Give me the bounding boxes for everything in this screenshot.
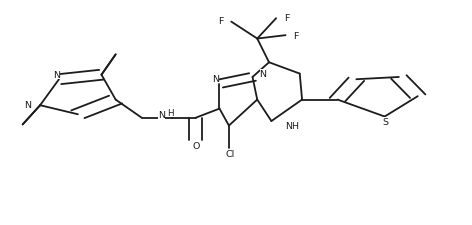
Text: Cl: Cl: [225, 149, 235, 158]
Text: N: N: [260, 70, 267, 79]
Text: F: F: [284, 14, 289, 22]
Text: H: H: [168, 109, 174, 118]
Text: F: F: [219, 17, 224, 26]
Text: NH: NH: [286, 121, 300, 130]
Text: N: N: [212, 75, 219, 84]
Text: O: O: [192, 141, 200, 150]
Text: S: S: [383, 117, 388, 126]
Text: N: N: [53, 70, 60, 79]
Text: N: N: [158, 110, 165, 119]
Text: N: N: [25, 101, 32, 110]
Text: F: F: [293, 32, 298, 41]
